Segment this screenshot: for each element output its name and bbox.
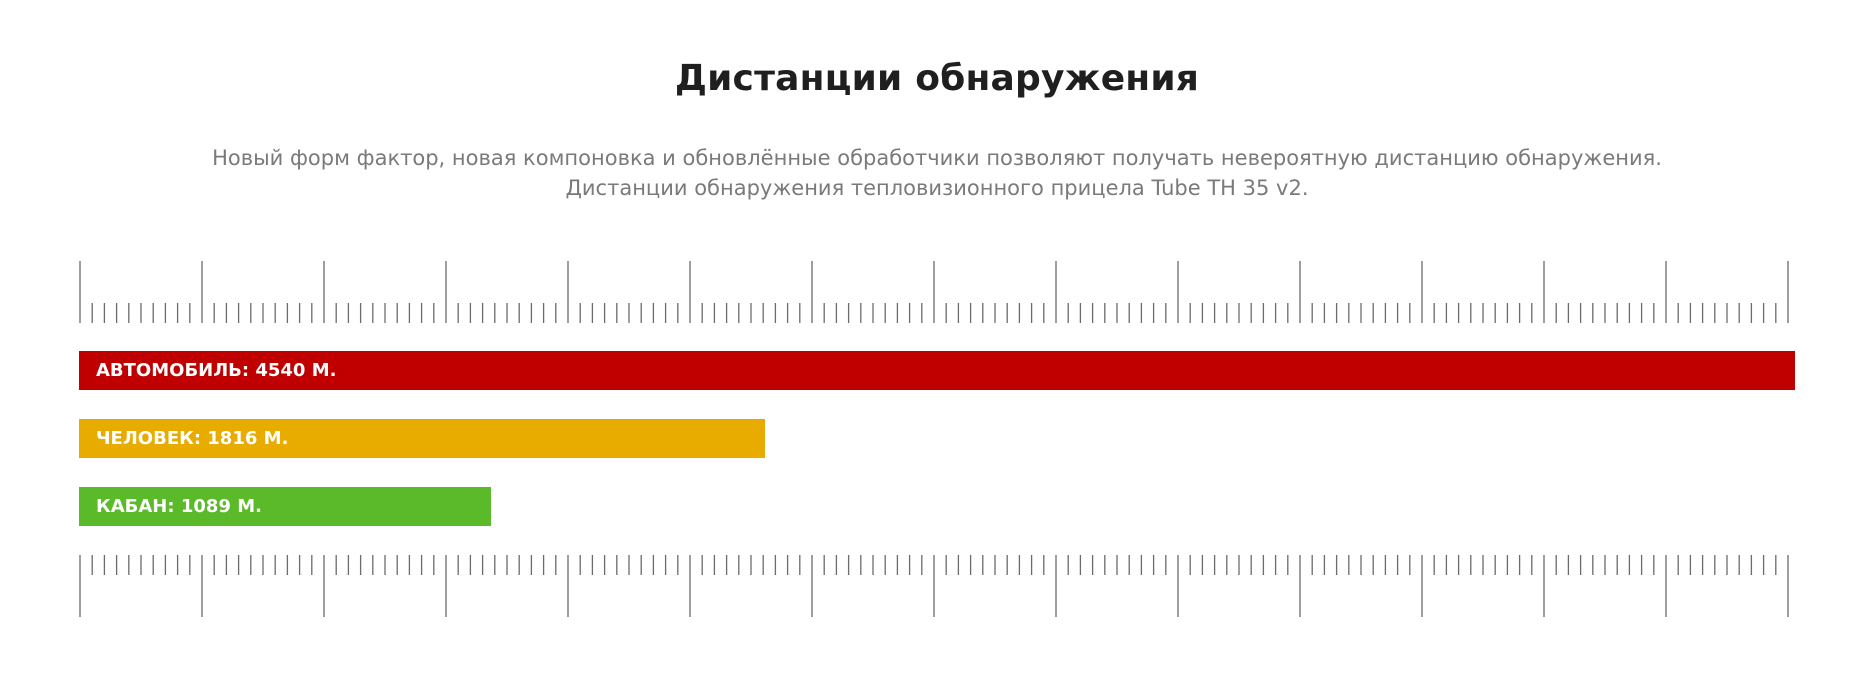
ruler-top	[79, 261, 1789, 323]
bar-car: Автомобиль: 4540 м.	[79, 351, 1795, 390]
bar-human: Человек: 1816 м.	[79, 419, 765, 458]
page-title: Дистанции обнаружения	[674, 58, 1200, 99]
page-subtitle: Новый форм фактор, новая компоновка и об…	[0, 143, 1874, 203]
bar-boar: Кабан: 1089 м.	[79, 487, 491, 526]
bar-human-label: Человек: 1816 м.	[96, 428, 289, 449]
ruler-bottom	[79, 555, 1789, 617]
subtitle-line-2: Дистанции обнаружения тепловизионного пр…	[565, 176, 1309, 200]
subtitle-line-1: Новый форм фактор, новая компоновка и об…	[212, 146, 1662, 170]
bar-boar-label: Кабан: 1089 м.	[96, 496, 262, 517]
bar-car-label: Автомобиль: 4540 м.	[96, 360, 337, 381]
